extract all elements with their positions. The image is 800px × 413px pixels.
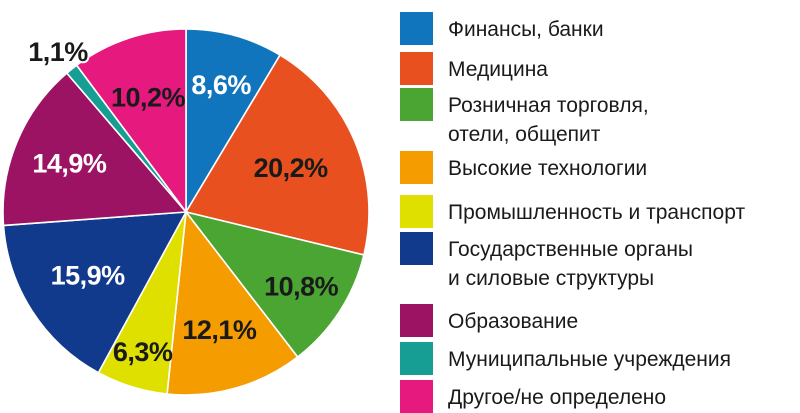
pie-slice-9 (75, 28, 187, 215)
legend-label-4: Высокие технологии (448, 157, 647, 180)
data-label-4: 12,1% (182, 315, 257, 345)
legend-swatch-2 (400, 52, 433, 85)
legend-label-7: Образование (448, 310, 578, 333)
legend-swatch-7 (400, 304, 433, 337)
data-label-9: 10,2% (111, 82, 186, 112)
legend-label-1: Финансы, банки (448, 18, 604, 41)
legend-swatch-9 (400, 380, 433, 413)
legend: Финансы, банки Медицина Розничная торговля… (400, 12, 745, 413)
legend-label-8: Муниципальные учреждения (448, 348, 731, 371)
legend-swatch-3 (400, 88, 433, 121)
pie-slice-1 (185, 28, 282, 215)
data-label-1: 8,6% (191, 70, 251, 100)
data-label-7: 14,9% (32, 149, 107, 179)
legend-label-6: Государственные органы и силовые структур… (448, 238, 693, 290)
legend-swatch-1 (400, 12, 433, 45)
data-label-3: 10,8% (264, 272, 339, 302)
legend-swatch-8 (400, 342, 433, 375)
data-label-6: 15,9% (51, 261, 126, 291)
data-label-8: 1,1% (28, 37, 88, 67)
data-label-5: 6,3% (113, 337, 173, 367)
data-label-2: 20,2% (254, 153, 329, 183)
pie-slice-2 (184, 53, 370, 256)
legend-swatch-5 (400, 195, 433, 228)
legend-label-2: Медицина (448, 58, 548, 81)
pie-slice-3 (183, 210, 365, 359)
pie-slice-7 (2, 72, 188, 227)
legend-label-5: Промышленность и транспорт (448, 201, 745, 224)
legend-swatch-4 (400, 151, 433, 184)
pie-data-labels: 8,6% 20,2% 10,8%12,1% 6,3% 15,9% 14,9% 1,1% 10,… (26, 35, 339, 367)
pie-slice-4 (166, 209, 299, 396)
legend-label-9: Другое/не определено (448, 386, 666, 409)
pie-slice-6 (2, 211, 188, 374)
legend-swatch-6 (400, 232, 433, 265)
pie-slices (2, 28, 370, 396)
legend-label-3: Розничная торговля, отели, общепит (448, 94, 649, 146)
